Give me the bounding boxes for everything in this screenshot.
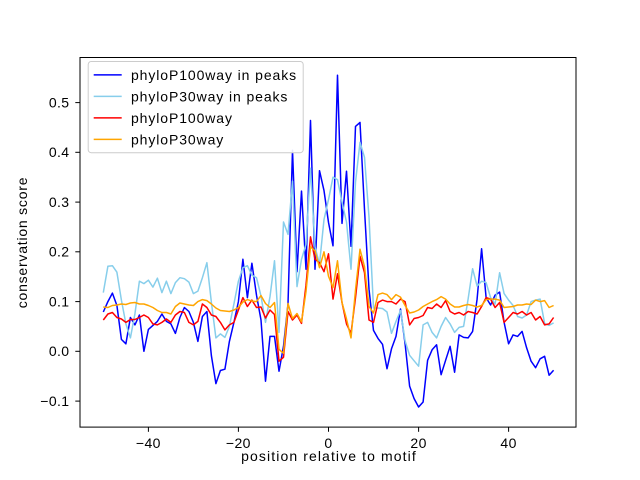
svg-text:phyloP100way: phyloP100way xyxy=(131,110,233,126)
svg-text:−40: −40 xyxy=(136,435,161,451)
svg-text:40: 40 xyxy=(500,435,516,451)
svg-text:0.5: 0.5 xyxy=(49,94,70,110)
svg-text:phyloP100way in peaks: phyloP100way in peaks xyxy=(131,67,297,83)
svg-text:−0.1: −0.1 xyxy=(40,393,69,409)
svg-text:conservation score: conservation score xyxy=(14,177,30,309)
svg-text:0: 0 xyxy=(324,435,332,451)
svg-text:0.0: 0.0 xyxy=(49,343,70,359)
svg-text:0.2: 0.2 xyxy=(49,244,70,260)
svg-text:phyloP30way: phyloP30way xyxy=(131,131,224,147)
svg-text:20: 20 xyxy=(410,435,426,451)
svg-text:0.3: 0.3 xyxy=(49,194,70,210)
svg-text:0.4: 0.4 xyxy=(49,144,70,160)
svg-text:−20: −20 xyxy=(226,435,251,451)
svg-text:position relative to motif: position relative to motif xyxy=(241,448,417,464)
svg-text:0.1: 0.1 xyxy=(49,293,70,309)
svg-text:phyloP30way in peaks: phyloP30way in peaks xyxy=(131,88,288,104)
